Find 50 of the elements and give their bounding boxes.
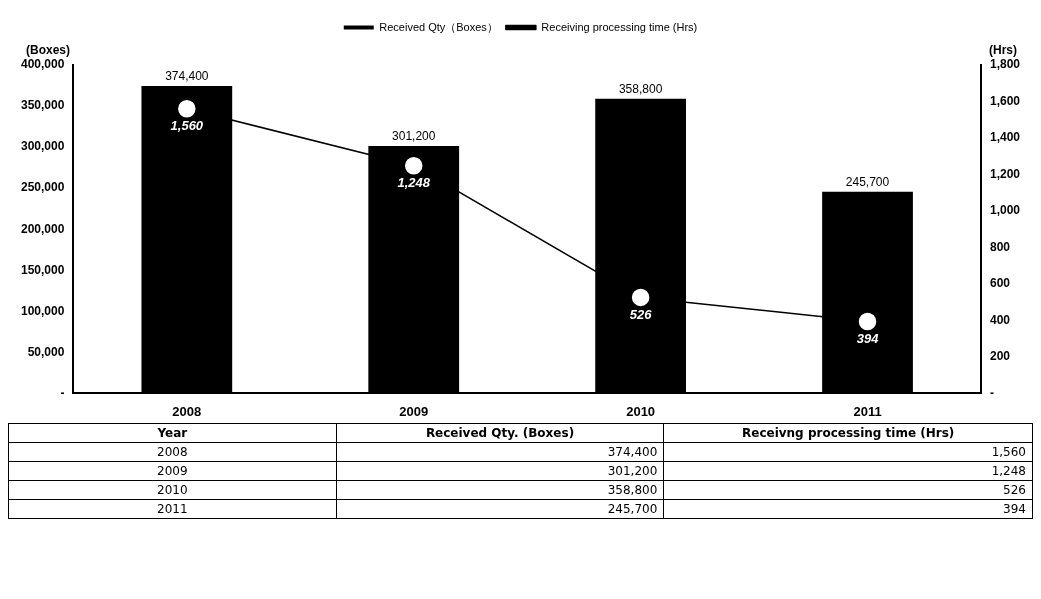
text: 374,400 <box>607 445 658 459</box>
y2-tick-label: - <box>989 385 994 400</box>
text: Year <box>8 423 337 443</box>
category-label: 2011 <box>157 502 188 516</box>
text: 394 <box>1003 502 1026 516</box>
data-label: 1,248 <box>397 174 431 190</box>
category-label: 2008 <box>157 445 188 459</box>
x-tick-label: 2009 <box>399 403 429 419</box>
y-tick-label: 50,000 <box>27 344 65 359</box>
y2-tick-label: 1,400 <box>989 130 1021 145</box>
y2-tick-label: 1,200 <box>989 166 1021 181</box>
y2-tick-label: 200 <box>989 349 1011 364</box>
category-label: 2009 <box>157 464 188 478</box>
y-tick-label: 300,000 <box>20 139 65 154</box>
data-label: 358,800 <box>618 81 663 96</box>
y-tick-label: 250,000 <box>20 180 65 195</box>
x-tick-label: 2011 <box>853 403 882 419</box>
data-label: 1,560 <box>170 117 204 133</box>
category-label: 2010 <box>157 483 188 497</box>
x-tick-label: 2008 <box>172 403 202 419</box>
y2-tick-label: 1,600 <box>989 93 1021 108</box>
text: 358,800 <box>607 483 658 497</box>
data-label: 245,700 <box>845 174 890 189</box>
data-label: 374,400 <box>165 69 209 84</box>
y2-tick-label: 400 <box>989 312 1011 327</box>
y2-tick-label: 1,000 <box>989 203 1021 218</box>
y-tick-label: 100,000 <box>20 303 65 318</box>
y-tick-label: - <box>60 385 65 400</box>
data-label: 394 <box>856 330 880 346</box>
text: 301,200 <box>607 464 658 478</box>
x-tick-label: 2010 <box>626 403 656 419</box>
text: 1,248 <box>991 464 1026 478</box>
y2-tick-label: 600 <box>989 276 1011 291</box>
y-tick-label: 350,000 <box>20 98 65 113</box>
y2-axis-title: (Hrs) <box>988 43 1018 58</box>
y2-tick-label: 800 <box>989 239 1011 254</box>
text: Receivng processing time (Hrs) <box>663 423 1033 443</box>
data-label: 301,200 <box>392 129 436 144</box>
text: 526 <box>1003 483 1026 497</box>
text: Received Qty. (Boxes) <box>336 423 664 443</box>
y-tick-label: 200,000 <box>20 221 65 236</box>
data-label: 526 <box>629 306 653 322</box>
legend-label: Received Qty（Boxes） <box>379 20 498 33</box>
y-axis-title: (Boxes) <box>25 43 71 58</box>
y-tick-label: 400,000 <box>20 57 65 72</box>
text: 245,700 <box>607 502 658 516</box>
text: 1,560 <box>991 445 1026 459</box>
y2-tick-label: 1,800 <box>989 57 1021 72</box>
y-tick-label: 150,000 <box>20 262 65 277</box>
legend-label: Receiving processing time (Hrs) <box>541 20 698 33</box>
